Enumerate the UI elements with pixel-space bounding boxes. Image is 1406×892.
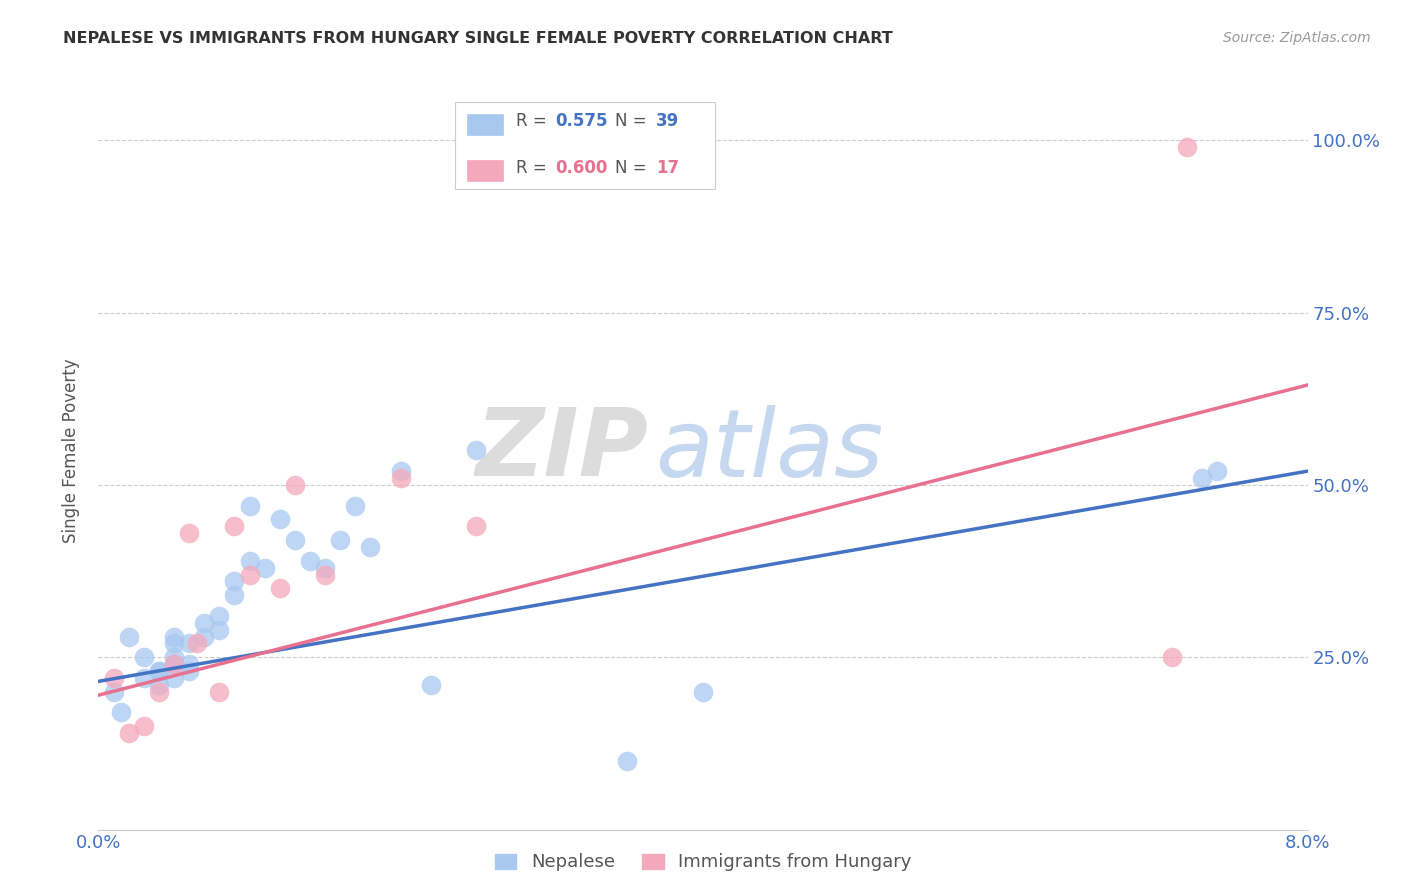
Text: N =: N = xyxy=(614,112,651,129)
Point xyxy=(148,664,170,678)
Y-axis label: Single Female Poverty: Single Female Poverty xyxy=(62,359,80,542)
FancyBboxPatch shape xyxy=(467,114,503,135)
Point xyxy=(118,630,141,644)
Point xyxy=(103,684,125,698)
Point xyxy=(616,754,638,768)
Text: 17: 17 xyxy=(655,160,679,178)
Point xyxy=(1175,140,1198,154)
Point xyxy=(224,519,246,533)
Point xyxy=(163,630,186,644)
Point xyxy=(314,567,336,582)
Point xyxy=(148,684,170,698)
Point xyxy=(179,664,201,678)
Text: ZIP: ZIP xyxy=(475,404,648,497)
Point xyxy=(163,650,186,665)
FancyBboxPatch shape xyxy=(456,102,716,189)
Point xyxy=(420,678,443,692)
Text: N =: N = xyxy=(614,160,651,178)
Point xyxy=(692,684,714,698)
Point xyxy=(132,671,155,685)
Point xyxy=(360,540,382,554)
Point xyxy=(163,657,186,672)
Point xyxy=(179,657,201,672)
Point xyxy=(103,671,125,685)
Point xyxy=(179,636,201,650)
Point xyxy=(389,471,412,485)
Point xyxy=(344,499,367,513)
Point xyxy=(1191,471,1213,485)
Point xyxy=(269,582,291,596)
Point xyxy=(269,512,291,526)
Point xyxy=(284,533,307,547)
Point xyxy=(329,533,352,547)
Point xyxy=(179,526,201,541)
Point xyxy=(110,706,132,720)
Point xyxy=(465,443,488,458)
Point xyxy=(239,567,262,582)
Point xyxy=(239,554,262,568)
Point xyxy=(208,623,231,637)
Text: R =: R = xyxy=(516,112,551,129)
Legend: Nepalese, Immigrants from Hungary: Nepalese, Immigrants from Hungary xyxy=(488,847,918,879)
Point xyxy=(163,657,186,672)
Point xyxy=(163,671,186,685)
Text: 0.600: 0.600 xyxy=(555,160,607,178)
Point xyxy=(314,560,336,574)
Point xyxy=(148,678,170,692)
Point xyxy=(118,726,141,740)
Point xyxy=(148,664,170,678)
Text: Source: ZipAtlas.com: Source: ZipAtlas.com xyxy=(1223,31,1371,45)
Point xyxy=(299,554,322,568)
Point xyxy=(132,719,155,733)
Point xyxy=(1160,650,1182,665)
Text: 0.575: 0.575 xyxy=(555,112,607,129)
Point xyxy=(465,519,488,533)
Point xyxy=(239,499,262,513)
Text: R =: R = xyxy=(516,160,551,178)
Point xyxy=(163,636,186,650)
Point xyxy=(193,615,215,630)
Text: atlas: atlas xyxy=(655,405,883,496)
Point xyxy=(186,636,208,650)
Text: NEPALESE VS IMMIGRANTS FROM HUNGARY SINGLE FEMALE POVERTY CORRELATION CHART: NEPALESE VS IMMIGRANTS FROM HUNGARY SING… xyxy=(63,31,893,46)
Point xyxy=(224,588,246,602)
Point xyxy=(132,650,155,665)
Point xyxy=(193,630,215,644)
Point xyxy=(224,574,246,589)
Point xyxy=(253,560,276,574)
Point xyxy=(1206,464,1229,478)
FancyBboxPatch shape xyxy=(467,160,503,181)
Point xyxy=(389,464,412,478)
Point xyxy=(284,478,307,492)
Point xyxy=(208,608,231,623)
Text: 39: 39 xyxy=(655,112,679,129)
Point xyxy=(208,684,231,698)
